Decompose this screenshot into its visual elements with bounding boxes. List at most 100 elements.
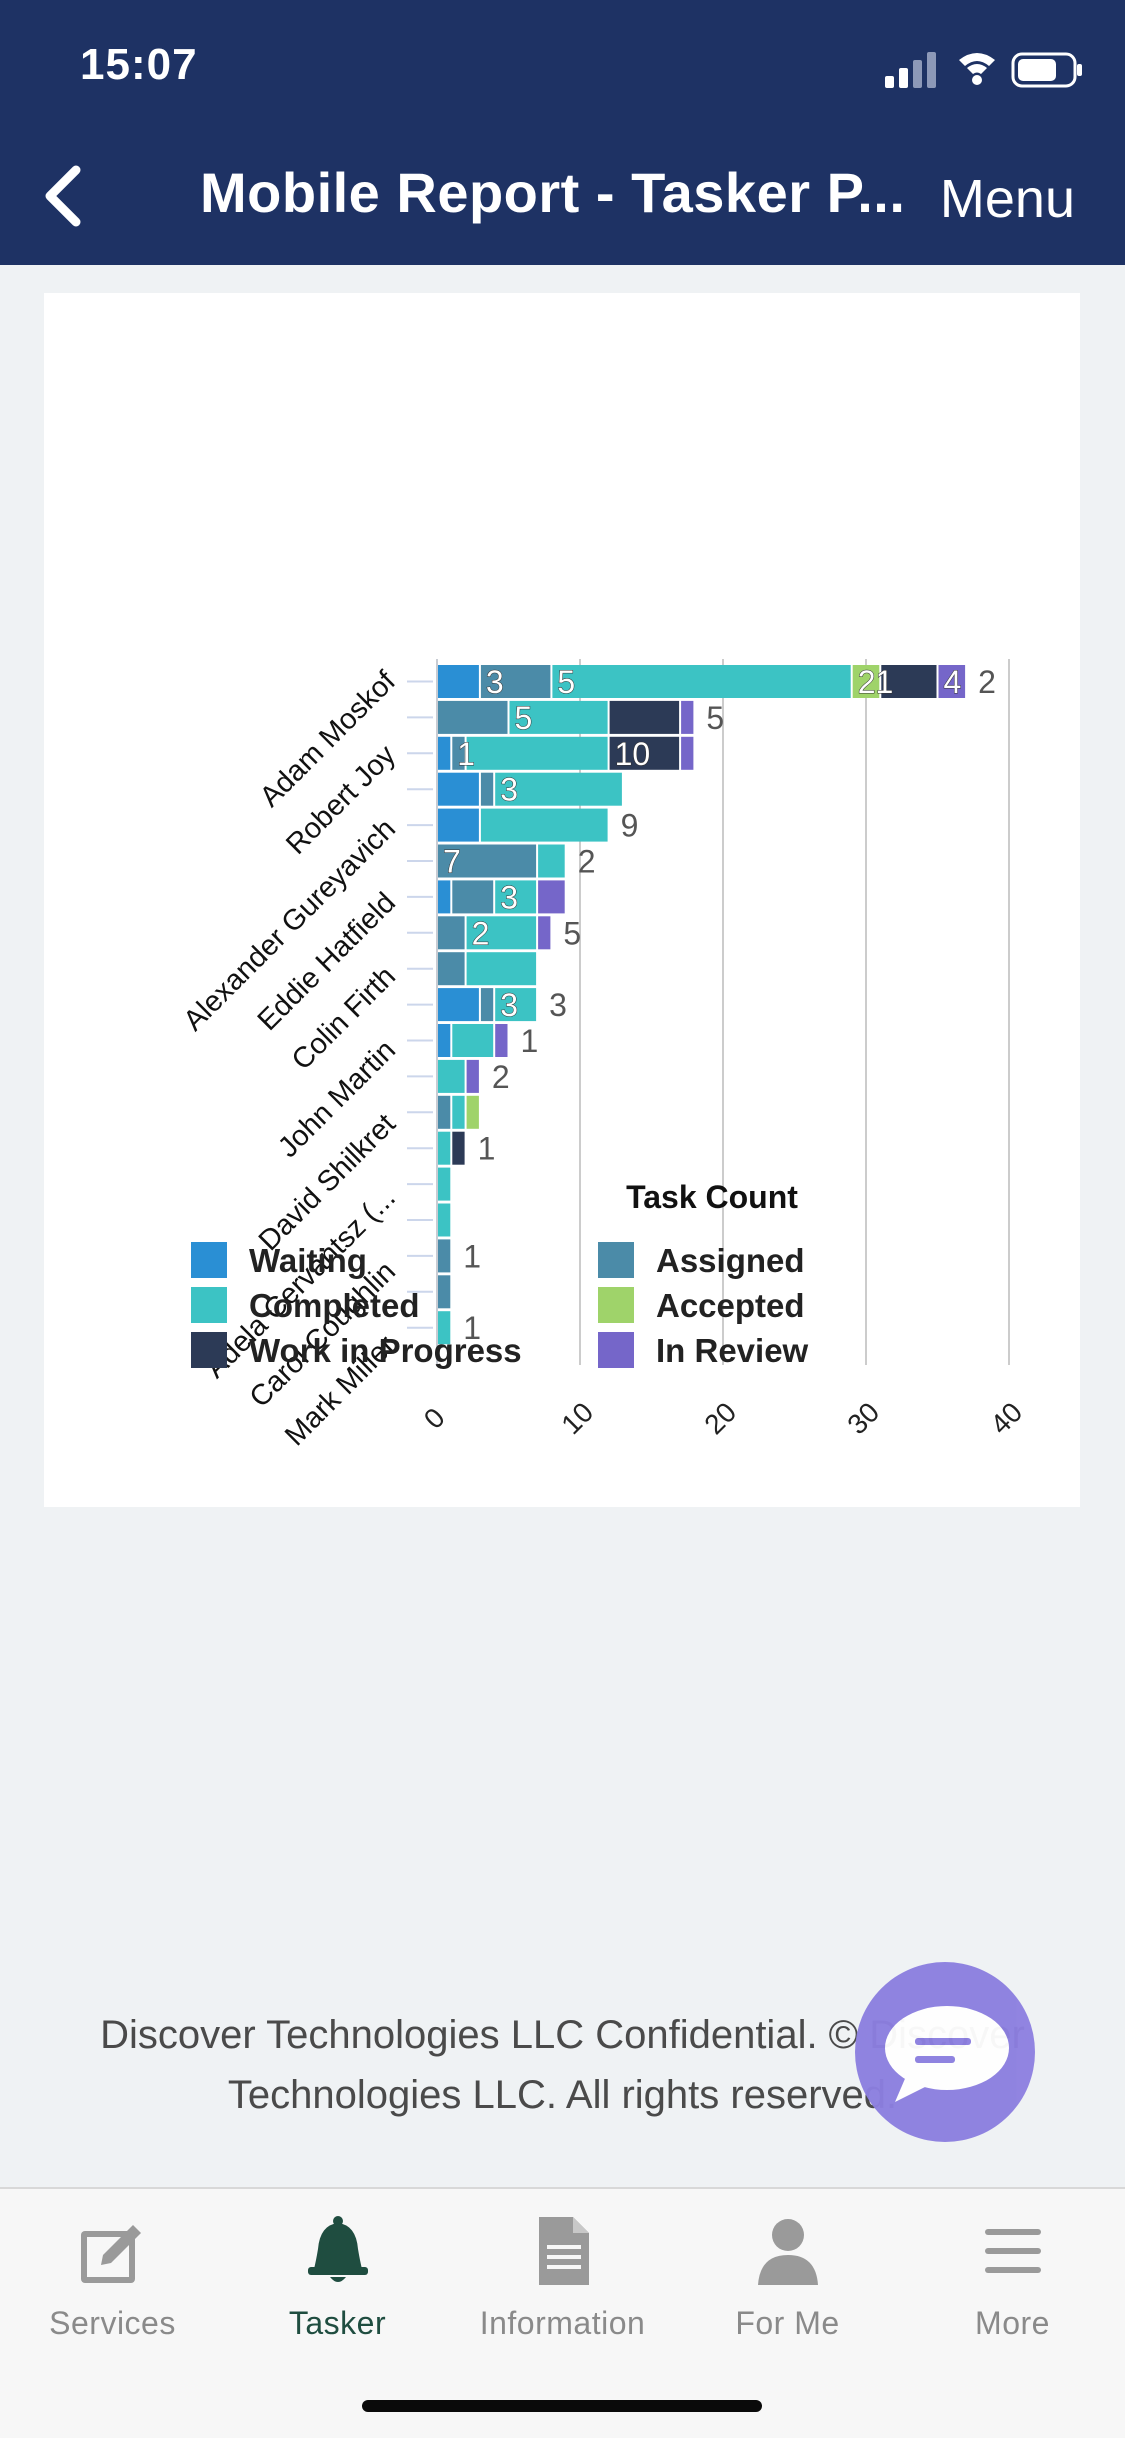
bar-segment-work-in-progress[interactable] [452,1131,465,1165]
legend-item[interactable]: Waiting [191,1242,367,1279]
bar-segment-waiting[interactable] [438,988,479,1022]
bar-segment-in-review[interactable] [538,916,551,950]
bar-segment-accepted[interactable] [852,665,880,698]
bar-segment-completed[interactable] [466,736,608,770]
bar-segment-assigned[interactable] [452,736,465,770]
bar-segment-in-review[interactable] [466,1059,479,1093]
bar-segment-completed[interactable] [438,1131,451,1165]
tab-label: More [975,2305,1050,2341]
data-label: 5 [563,915,581,951]
legend-swatch [191,1242,227,1278]
tab-more[interactable]: More [900,2211,1125,2351]
legend-item[interactable]: In Review [598,1332,809,1369]
bar-segment-assigned[interactable] [480,665,551,698]
bar-segment-completed[interactable] [452,1095,465,1129]
bar-segment-assigned[interactable] [438,844,537,878]
data-label: 2 [492,1059,510,1095]
tab-services[interactable]: Services [0,2211,225,2351]
bar-segment-waiting[interactable] [438,1024,451,1057]
bar-segment-waiting[interactable] [438,808,479,842]
bar-segment-assigned[interactable] [452,880,494,914]
tab-tasker[interactable]: Tasker [225,2211,450,2351]
tab-information[interactable]: Information [450,2211,675,2351]
chevron-left-icon [45,165,81,227]
data-label: 3 [500,772,518,808]
bell-icon [307,2216,368,2282]
data-label: 5 [706,700,724,736]
legend-item[interactable]: Assigned [598,1242,805,1279]
bar-segment-work-in-progress[interactable] [609,736,680,770]
bar-segment-in-review[interactable] [538,880,565,914]
x-tick-label: 30 [841,1396,885,1440]
bar-segment-completed[interactable] [509,700,608,734]
bar-segment-in-review[interactable] [938,665,966,698]
legend-label: Assigned [656,1242,805,1279]
x-tick-label: 10 [555,1396,599,1440]
bar-segment-completed[interactable] [466,952,537,986]
legend-swatch [598,1287,634,1323]
bar-segment-completed[interactable] [466,916,537,950]
bar-segment-assigned[interactable] [480,988,494,1022]
tab-for-me[interactable]: For Me [675,2211,900,2351]
legend-swatch [598,1332,634,1368]
bar-segment-assigned[interactable] [438,952,465,986]
bar-segment-completed[interactable] [438,1311,451,1345]
bar-segment-waiting[interactable] [438,736,451,770]
x-tick-label: 40 [984,1396,1028,1440]
bar-segment-work-in-progress[interactable] [609,700,680,734]
bar-segment-waiting[interactable] [438,880,451,914]
legend-item[interactable]: Work in Progress [191,1332,522,1369]
bar-segment-waiting[interactable] [438,665,479,698]
bar-segment-accepted[interactable] [466,1095,479,1129]
x-tick-label: 0 [418,1402,451,1435]
menu-button[interactable]: Menu [939,169,1075,229]
bar-segment-in-review[interactable] [681,700,694,734]
data-label: 1 [521,1023,539,1059]
bar-segment-completed[interactable] [452,1024,494,1057]
bar-segment-completed[interactable] [495,880,537,914]
data-label: 1 [463,1310,481,1346]
legend-item[interactable]: Completed [191,1287,420,1324]
tab-bar: Services Tasker Information For Me [0,2187,1125,2438]
data-label: 2 [472,915,490,951]
bar-segment-completed[interactable] [552,665,851,698]
data-label: 1 [463,1238,481,1274]
data-label: 3 [549,987,567,1023]
bar-segment-completed[interactable] [495,772,622,806]
legend-label: Completed [249,1287,420,1324]
bar-segment-in-review[interactable] [495,1024,508,1057]
bar-segment-assigned[interactable] [438,916,465,950]
bar-segment-completed[interactable] [538,844,565,878]
page-title: Mobile Report - Tasker P... [200,161,906,224]
legend-label: Accepted [656,1287,805,1324]
bar-segment-completed[interactable] [438,1203,451,1237]
data-label: 2 [578,844,596,880]
data-label: 9 [621,808,639,844]
data-label: 7 [443,844,461,880]
data-label: 1 [478,1131,496,1167]
bar-segment-waiting[interactable] [438,772,479,806]
legend-label: In Review [656,1332,809,1369]
legend-swatch [191,1287,227,1323]
legend-label: Work in Progress [249,1332,522,1369]
data-label: 5 [515,700,533,736]
bar-segment-assigned[interactable] [480,772,494,806]
bar-segment-assigned[interactable] [438,1239,451,1273]
bar-segment-completed[interactable] [438,1167,451,1201]
legend-item[interactable]: Accepted [598,1287,805,1324]
legend-label: Waiting [249,1242,367,1279]
data-label: 10 [615,736,651,772]
bar-segment-completed[interactable] [480,808,608,842]
x-axis-title: Task Count [626,1179,798,1215]
data-label: 3 [486,664,504,700]
bar-segment-assigned[interactable] [438,700,508,734]
bar-segment-assigned[interactable] [438,1095,451,1129]
bar-segment-in-review[interactable] [681,736,694,770]
bar-segment-completed[interactable] [495,988,537,1022]
back-button[interactable] [36,160,96,232]
bar-segment-completed[interactable] [438,1059,465,1093]
chart-card: 3 5 21 4 2 5 5 1 10 3 9 7 2 3 2 5 3 3 1 2 1 1 1 0 10 20 30 40 Adam… [44,293,1080,1507]
bar-segment-assigned[interactable] [438,1275,451,1309]
chat-button[interactable] [855,1962,1035,2142]
bar-segment-work-in-progress[interactable] [881,665,937,698]
